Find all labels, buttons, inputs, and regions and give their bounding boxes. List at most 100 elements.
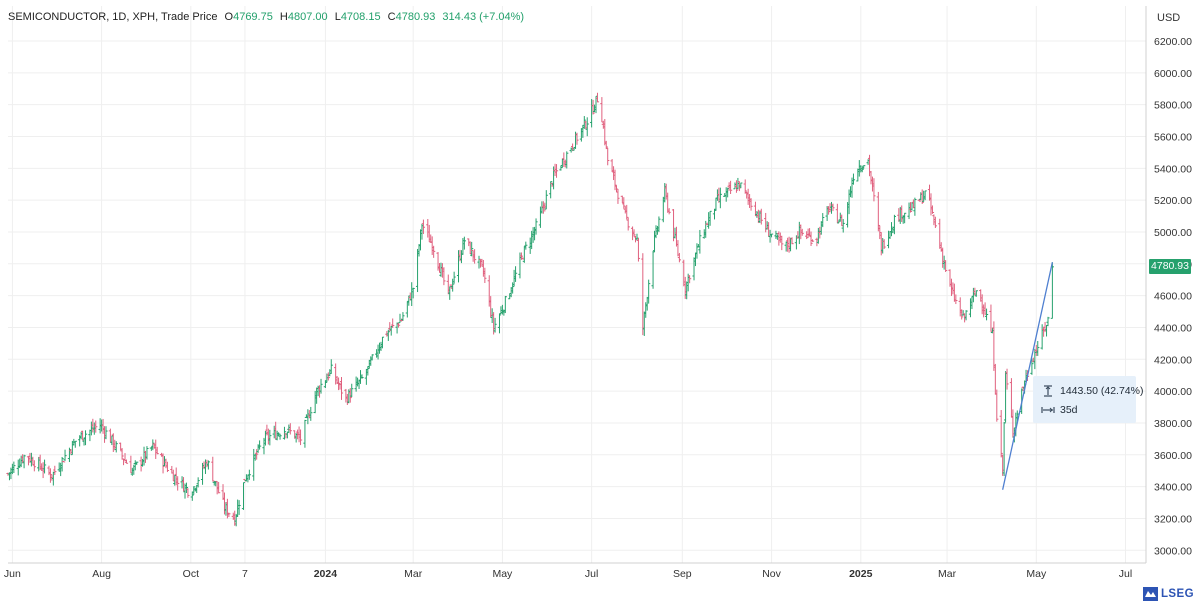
ohlc-bar (124, 459, 129, 464)
ohlc-bar (155, 446, 159, 455)
ohlc-bar (42, 459, 47, 474)
lseg-logo: LSEG (1143, 587, 1194, 601)
ohlc-bar (622, 197, 626, 209)
ohlc-bar (821, 213, 825, 228)
ohlc-bar (708, 210, 712, 226)
ohlc-bar (688, 275, 692, 284)
ohlc-bar (396, 322, 401, 328)
ohlc-bar (94, 420, 98, 433)
ohlc-bar (192, 486, 196, 495)
ohlc-bar (549, 181, 553, 199)
y-tick-label: 3400.00 (1154, 482, 1192, 494)
ohlc-bar (184, 482, 189, 493)
ohlc-bar (677, 252, 681, 263)
symbol-label: SEMICONDUCTOR, 1D, XPH, Trade Price (8, 11, 218, 23)
ohlc-bar (319, 378, 323, 394)
ohlc-bar (625, 204, 629, 220)
ohlc-bar (176, 476, 180, 491)
x-tick-label: May (1026, 568, 1047, 580)
ohlc-bar (513, 266, 518, 282)
ohlc-bar (470, 241, 474, 257)
ohlc-bar (606, 147, 610, 166)
change-value: 314.43 (+7.04%) (442, 11, 525, 23)
ohlc-bars (6, 92, 1054, 527)
ohlc-bar (503, 295, 507, 314)
grid-lines (8, 6, 1146, 563)
ohlc-bar (524, 241, 528, 250)
ohlc-bar (473, 249, 477, 264)
ohlc-bar (575, 132, 579, 145)
ohlc-bar (835, 203, 839, 224)
ohlc-bar (831, 203, 835, 212)
ohlc-bar (60, 456, 64, 472)
ohlc-bar (544, 190, 548, 210)
y-tick-label: 5400.00 (1154, 163, 1192, 175)
ohlc-bar (83, 430, 88, 446)
ohlc-bar (892, 214, 897, 235)
ohlc-bar (421, 219, 426, 234)
x-axis-labels: Jun Aug Oct 7 2024 Mar May Jul Sep Nov 2025 Mar May J… (4, 568, 1132, 580)
ohlc-bar (1036, 340, 1040, 356)
ohlc-bar (360, 374, 364, 379)
y-tick-label: 6000.00 (1154, 68, 1192, 80)
y-tick-label: 3000.00 (1154, 545, 1192, 557)
low-value: 4708.15 (340, 11, 381, 23)
x-tick-label: Jul (1119, 568, 1132, 580)
y-axis-labels: 3000.00 3200.00 3400.00 3600.00 3800.00 4000.… (1154, 36, 1192, 557)
ohlc-bar (667, 208, 671, 215)
ohlc-bar (432, 245, 436, 258)
ohlc-bar (350, 383, 354, 398)
y-tick-label: 4400.00 (1154, 322, 1192, 334)
y-tick-label: 3200.00 (1154, 513, 1192, 525)
measure-price-change: 1443.50 (42.74%) (1060, 385, 1144, 397)
ohlc-bar (616, 188, 620, 204)
ohlc-bar (442, 267, 446, 286)
ohlc-bar (769, 233, 774, 238)
x-tick-label: Mar (938, 568, 957, 580)
ohlc-bar (451, 278, 455, 292)
ohlc-bar (303, 419, 307, 448)
ohlc-bar (585, 117, 589, 137)
ohlc-bar (211, 456, 215, 482)
ohlc-bar (903, 212, 907, 224)
x-tick-label: Oct (183, 568, 199, 580)
last-price-badge: 4780.93 (1149, 259, 1191, 274)
x-tick-label: Jun (4, 568, 21, 580)
ohlc-bar (206, 460, 210, 470)
measure-tooltip[interactable]: 1443.50 (42.74%) 35d (1033, 376, 1143, 423)
ohlc-bar (386, 329, 390, 341)
high-value: 4807.00 (287, 11, 328, 23)
chart-header: SEMICONDUCTOR, 1D, XPH, Trade Price O476… (8, 11, 524, 23)
ohlc-bar (217, 481, 221, 494)
trendline[interactable] (1002, 262, 1054, 490)
y-tick-label: 4600.00 (1154, 291, 1192, 303)
ohlc-bar (974, 290, 978, 297)
x-tick-label: May (492, 568, 513, 580)
x-tick-label: 2024 (314, 568, 338, 580)
ohlc-bar (851, 173, 856, 185)
ohlc-bar (227, 512, 231, 518)
ohlc-bar (161, 453, 165, 474)
x-tick-label: 2025 (849, 568, 873, 580)
ohlc-bar (165, 461, 170, 473)
ohlc-bar (632, 229, 636, 237)
ohlc-bar (591, 99, 595, 115)
ohlc-bar (913, 197, 917, 216)
lseg-logo-icon (1143, 587, 1158, 601)
ohlc-bar (151, 439, 155, 451)
ohlc-bar (600, 97, 604, 123)
close-value: 4780.93 (395, 11, 436, 23)
ohlc-bar (497, 313, 502, 334)
lseg-logo-text: LSEG (1161, 588, 1194, 600)
ohlc-bar (954, 294, 958, 305)
ohlc-bar (604, 140, 608, 150)
ohlc-bar (298, 429, 303, 446)
ohlc-bar (933, 216, 937, 228)
ohlc-bar (647, 279, 651, 304)
ohlc-bar (247, 469, 251, 480)
ohlc-bar (626, 217, 630, 231)
ohlc-bar (452, 271, 456, 284)
currency-label: USD (1157, 12, 1181, 24)
ohlc-bar (780, 235, 784, 251)
